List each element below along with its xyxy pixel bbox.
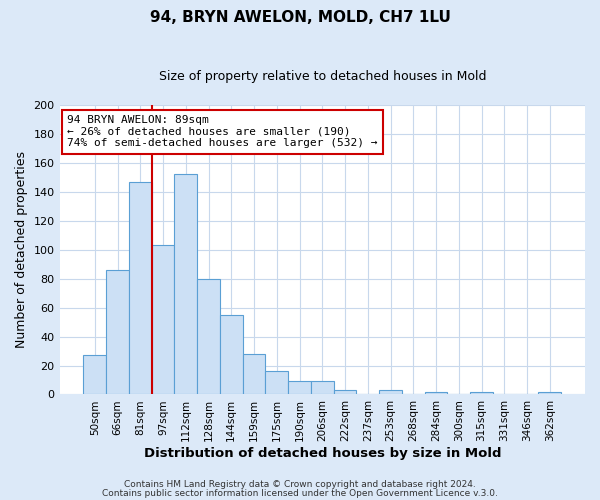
Bar bbox=[83, 356, 106, 395]
Text: 94, BRYN AWELON, MOLD, CH7 1LU: 94, BRYN AWELON, MOLD, CH7 1LU bbox=[149, 10, 451, 25]
Bar bbox=[106, 270, 129, 394]
Text: Contains public sector information licensed under the Open Government Licence v.: Contains public sector information licen… bbox=[102, 488, 498, 498]
Bar bbox=[470, 392, 493, 394]
Bar bbox=[152, 246, 175, 394]
Bar bbox=[288, 382, 311, 394]
Text: Contains HM Land Registry data © Crown copyright and database right 2024.: Contains HM Land Registry data © Crown c… bbox=[124, 480, 476, 489]
Bar bbox=[265, 372, 288, 394]
Bar bbox=[379, 390, 402, 394]
Bar bbox=[334, 390, 356, 394]
Bar bbox=[538, 392, 561, 394]
X-axis label: Distribution of detached houses by size in Mold: Distribution of detached houses by size … bbox=[143, 447, 501, 460]
Bar bbox=[425, 392, 448, 394]
Bar bbox=[197, 278, 220, 394]
Bar bbox=[129, 182, 152, 394]
Bar bbox=[242, 354, 265, 395]
Bar bbox=[311, 382, 334, 394]
Bar bbox=[175, 174, 197, 394]
Text: 94 BRYN AWELON: 89sqm
← 26% of detached houses are smaller (190)
74% of semi-det: 94 BRYN AWELON: 89sqm ← 26% of detached … bbox=[67, 115, 378, 148]
Y-axis label: Number of detached properties: Number of detached properties bbox=[15, 151, 28, 348]
Bar bbox=[220, 315, 242, 394]
Title: Size of property relative to detached houses in Mold: Size of property relative to detached ho… bbox=[158, 70, 486, 83]
